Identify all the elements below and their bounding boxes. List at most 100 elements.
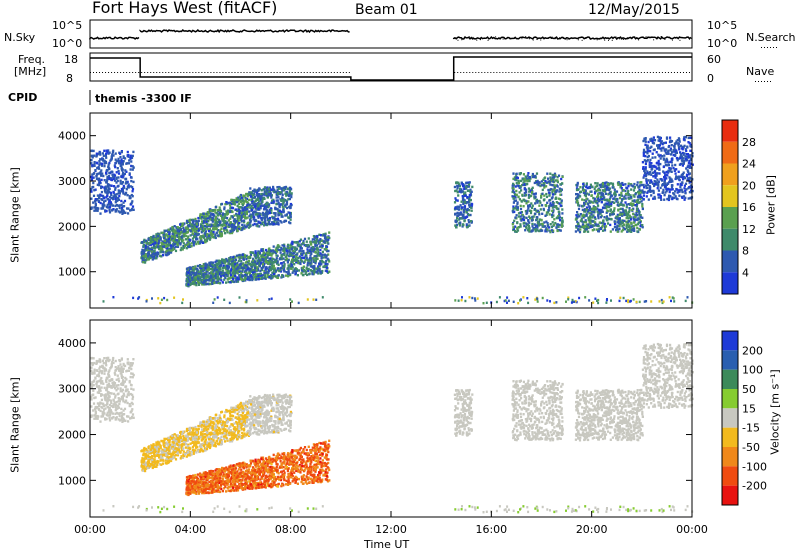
power-cell: [527, 187, 531, 190]
power-cell: [230, 262, 233, 266]
power-cell: [191, 225, 194, 228]
power-cell: [249, 203, 252, 206]
power-cell: [184, 234, 188, 238]
power-cell: [119, 161, 123, 165]
power-cell: [317, 250, 320, 254]
power-cell: [214, 215, 217, 218]
power-cell: [96, 183, 99, 186]
power-cell: [552, 193, 555, 196]
power-cell: [512, 177, 515, 181]
power-cell: [180, 246, 183, 250]
nave-dot: [207, 72, 209, 73]
power-cell: [239, 227, 242, 231]
power-cell: [233, 218, 236, 221]
power-cell: [601, 229, 605, 232]
power-cell: [211, 218, 214, 221]
power-cell: [195, 278, 198, 282]
power-cell: [268, 247, 271, 250]
power-cell: [239, 200, 242, 203]
power-cell: [101, 157, 104, 161]
power-cell: [236, 197, 239, 201]
power-cell: [164, 253, 167, 256]
nave-dot: [667, 72, 669, 73]
power-cell: [197, 283, 201, 286]
power-cell: [118, 194, 121, 198]
power-cell: [119, 152, 122, 155]
power-cell: [325, 266, 329, 269]
power-cell: [223, 224, 226, 227]
power-cell: [549, 188, 553, 191]
nave-dot: [126, 72, 128, 73]
power-cell: [157, 252, 160, 256]
power-cell: [283, 245, 286, 248]
power-cell: [183, 229, 186, 233]
power-cell: [190, 242, 193, 245]
power-cell: [301, 241, 305, 245]
power-cell: [262, 204, 265, 207]
power-cell: [202, 221, 205, 224]
power-cell: [126, 207, 129, 210]
nave-dot: [165, 72, 167, 73]
power-cell: [196, 264, 199, 268]
power-cell: [147, 250, 150, 254]
power-cell: [241, 226, 244, 230]
power-cell: [544, 214, 547, 217]
power-cell: [249, 187, 252, 190]
nsearch-dot: [528, 38, 530, 40]
power-cell: [468, 203, 471, 207]
power-cell: [238, 211, 241, 214]
power-cell: [246, 202, 249, 205]
nave-dot: [625, 72, 627, 73]
power-cell: [461, 190, 464, 193]
power-cell: [534, 174, 537, 178]
nave-dot: [339, 72, 341, 73]
power-cell: [265, 194, 269, 197]
power-cell: [171, 226, 174, 229]
nsearch-label: N.Search: [746, 31, 796, 44]
power-cell: [283, 204, 286, 207]
power-cell: [225, 201, 228, 204]
nsearch-dot: [630, 37, 632, 39]
nave-dot: [538, 72, 540, 73]
power-cell: [186, 267, 189, 270]
power-cell: [165, 245, 168, 248]
nave-dot: [622, 72, 624, 73]
power-cell: [110, 177, 113, 180]
power-cell: [596, 195, 599, 199]
power-cell: [93, 161, 96, 164]
radar-title: Fort Hays West (fitACF): [92, 0, 278, 17]
power-cell: [220, 202, 224, 206]
power-cell: [187, 283, 190, 286]
power-cell: [260, 249, 263, 252]
power-cell: [142, 244, 145, 247]
power-cell: [178, 240, 181, 243]
power-cell: [111, 204, 114, 207]
power-cell: [220, 227, 223, 230]
power-cell: [548, 194, 551, 197]
power-cell: [256, 262, 259, 265]
power-cell: [627, 182, 630, 185]
power-cell: [105, 171, 108, 175]
power-cell: [254, 250, 257, 253]
power-cell: [297, 269, 300, 272]
power-cell: [283, 270, 286, 273]
power-cell: [157, 233, 160, 237]
nsky-tick-top: 10^5: [52, 19, 83, 32]
power-cell: [517, 215, 520, 218]
power-cell: [211, 234, 214, 238]
power-cell: [221, 212, 224, 215]
power-cell: [120, 208, 123, 211]
nsearch-dot: [656, 36, 658, 38]
power-cell: [229, 206, 232, 209]
power-cell: [143, 249, 146, 252]
power-cell: [270, 254, 273, 257]
power-cell: [310, 241, 313, 244]
power-cell: [579, 228, 582, 231]
power-cell: [285, 249, 288, 252]
power-cell: [113, 174, 117, 177]
power-cell: [173, 237, 176, 240]
nave-dot: [649, 72, 651, 73]
power-cell: [246, 208, 249, 211]
power-cell: [100, 164, 104, 167]
power-cell: [537, 224, 540, 227]
